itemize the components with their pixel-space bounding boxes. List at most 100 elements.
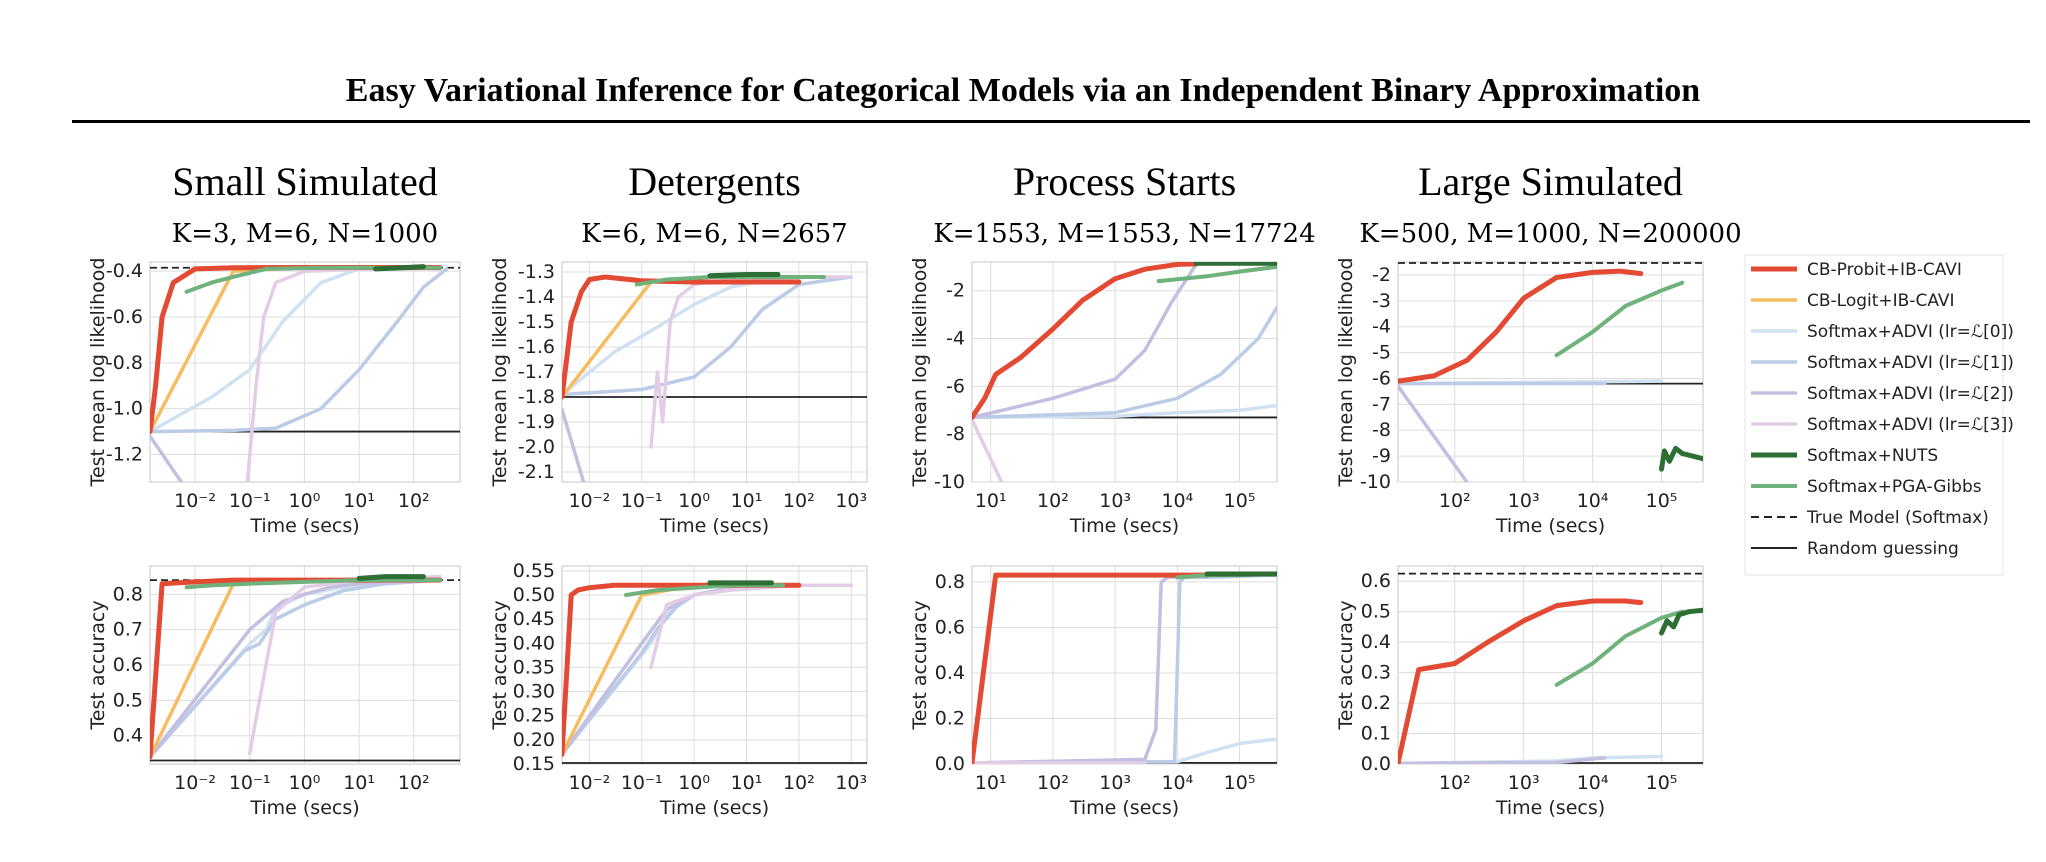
- x-tick-label: 10¹: [343, 772, 375, 794]
- x-tick-label: 10⁻¹: [621, 772, 663, 794]
- y-tick-label: -0.4: [106, 260, 143, 282]
- x-tick-label: 10⁵: [1224, 490, 1256, 512]
- x-tick-label: 10⁻¹: [621, 490, 663, 512]
- x-tick-label: 10⁵: [1646, 772, 1678, 794]
- series-line-4: [972, 262, 1198, 420]
- x-tick-label: 10⁻²: [568, 490, 610, 512]
- x-tick-label: 10²: [1439, 772, 1471, 794]
- series-line-5: [649, 583, 853, 670]
- x-tick-label: 10²: [398, 490, 430, 512]
- x-tick-label: 10⁻²: [174, 772, 216, 794]
- series-line-6: [707, 272, 781, 279]
- x-tick-label: 10³: [1099, 490, 1131, 512]
- y-tick-label: 0.30: [513, 681, 555, 703]
- series-line-0: [1398, 268, 1644, 384]
- y-tick-label: 0.35: [513, 656, 555, 678]
- x-tick-label: 10⁻²: [174, 490, 216, 512]
- y-tick-label: -7: [1372, 393, 1391, 415]
- x-tick-label: 10⁴: [1161, 490, 1193, 512]
- series-line-7: [1554, 609, 1685, 687]
- y-tick-label: 0.1: [1361, 723, 1391, 745]
- y-tick-label: 0.2: [935, 707, 965, 729]
- panel-title: Small Simulated: [172, 159, 438, 204]
- x-axis-label: Time (secs): [1069, 515, 1179, 537]
- x-tick-label: 10⁴: [1161, 772, 1193, 794]
- legend-label: Softmax+ADVI (lr=ℒ[3]): [1807, 415, 2014, 435]
- x-tick-label: 10²: [1439, 490, 1471, 512]
- y-tick-label: 0.20: [513, 729, 555, 751]
- panel-subtitle: K=3, M=6, N=1000: [172, 219, 438, 249]
- y-tick-label: -3: [1372, 290, 1391, 312]
- y-tick-label: -8: [946, 423, 965, 445]
- y-tick-label: -2.0: [518, 436, 555, 458]
- y-tick-label: -1.6: [518, 336, 555, 358]
- figure-title: Easy Variational Inference for Categoric…: [345, 72, 1701, 109]
- x-tick-label: 10⁰: [678, 490, 710, 512]
- y-axis-label: Test accuracy: [909, 600, 931, 730]
- legend-label: True Model (Softmax): [1806, 508, 1989, 528]
- x-tick-label: 10¹: [343, 490, 375, 512]
- legend-label: Softmax+ADVI (lr=ℒ[0]): [1807, 322, 2014, 342]
- chart-panel-2: 10¹ 10² 10³ 10⁴ 10⁵ -10 -8 -6 -4 -2 Time (secs) Tes…: [909, 159, 1316, 537]
- x-tick-label: 10³: [1508, 772, 1540, 794]
- y-tick-label: -1.9: [518, 411, 555, 433]
- x-tick-label: 10⁻²: [568, 772, 610, 794]
- series-line-0: [562, 582, 802, 757]
- y-tick-label: 0.0: [1361, 753, 1391, 775]
- x-axis-label: Time (secs): [1495, 515, 1605, 537]
- plot-area: [561, 565, 868, 765]
- x-tick-label: 10⁴: [1577, 490, 1609, 512]
- y-tick-label: -5: [1372, 342, 1391, 364]
- y-tick-label: 0.15: [513, 753, 555, 775]
- series-line-4: [150, 434, 184, 482]
- x-tick-label: 10³: [1508, 490, 1540, 512]
- y-tick-label: -0.8: [106, 352, 143, 374]
- series-line-0: [562, 274, 802, 400]
- y-tick-label: 0.4: [113, 725, 143, 747]
- series-line-0: [1398, 598, 1644, 764]
- y-tick-label: 0.5: [1361, 601, 1391, 623]
- x-tick-label: 10¹: [975, 490, 1007, 512]
- chart-panel-6: 10¹ 10² 10³ 10⁴ 10⁵ 0.0 0.2 0.4 0.6 0.8 Time (secs…: [909, 565, 1278, 819]
- y-tick-label: -1.0: [106, 398, 143, 420]
- series-line-4: [562, 407, 586, 482]
- series-line-5: [972, 418, 1004, 482]
- series-line-6: [1659, 607, 1703, 636]
- chart-panel-5: 10⁻² 10⁻¹ 10⁰ 10¹ 10² 10³ 0.150.200.250.30 0.35…: [489, 560, 868, 819]
- y-tick-label: 0.4: [1361, 631, 1391, 653]
- x-tick-label: 10⁰: [289, 490, 321, 512]
- series-line-3: [150, 578, 442, 759]
- y-tick-label: -4: [1372, 316, 1391, 338]
- y-axis-label: Test mean log likelihood: [87, 258, 109, 488]
- y-tick-label: -6: [1372, 367, 1391, 389]
- series-line-7: [184, 578, 442, 590]
- legend-label: Softmax+ADVI (lr=ℒ[1]): [1807, 353, 2014, 373]
- y-tick-label: 0.8: [113, 583, 143, 605]
- y-tick-label: -2: [1372, 264, 1391, 286]
- y-tick-label: -8: [1372, 419, 1391, 441]
- legend-label: CB-Probit+IB-CAVI: [1807, 260, 1962, 280]
- y-tick-label: 0.8: [935, 571, 965, 593]
- legend-label: Softmax+ADVI (lr=ℒ[2]): [1807, 384, 2014, 404]
- series-line-2: [972, 403, 1277, 420]
- x-tick-label: 10⁰: [678, 772, 710, 794]
- x-tick-label: 10³: [835, 490, 867, 512]
- x-tick-label: 10²: [1037, 490, 1069, 512]
- panel-subtitle: K=6, M=6, N=2657: [581, 219, 847, 249]
- panel-title: Large Simulated: [1418, 159, 1683, 204]
- series-line-6: [356, 574, 426, 581]
- x-tick-label: 10⁻¹: [229, 490, 271, 512]
- chart-panel-0: 10⁻² 10⁻¹ 10⁰ 10¹ 10² -1.2 -1.0 -0.8 -0.6 -0.4 Tim…: [87, 159, 461, 537]
- x-tick-label: 10³: [1099, 772, 1131, 794]
- y-tick-label: -6: [946, 375, 965, 397]
- chart-panel-7: 10² 10³ 10⁴ 10⁵ 0.0 0.1 0.2 0.3 0.4 0.5 0.6 Time (s…: [1335, 565, 1704, 819]
- y-tick-label: 0.50: [513, 584, 555, 606]
- series-line-3: [150, 267, 449, 434]
- y-tick-label: -9: [1372, 445, 1391, 467]
- x-axis-label: Time (secs): [249, 515, 359, 537]
- chart-panel-1: 10⁻² 10⁻¹ 10⁰ 10¹ 10² 10³ -2.1 -2.0 -1.9 -1.8 -1.7…: [489, 159, 868, 537]
- y-tick-label: -10: [1360, 471, 1391, 493]
- plot-area: [971, 565, 1278, 765]
- y-tick-label: 0.6: [1361, 570, 1391, 592]
